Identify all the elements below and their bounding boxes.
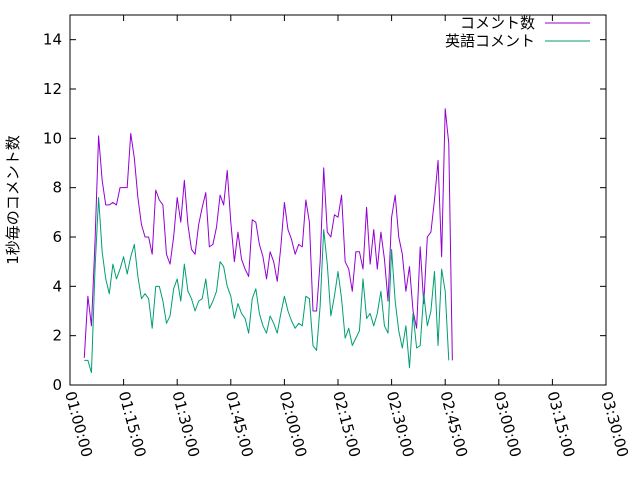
x-tick-label: 02:45:00 — [436, 389, 471, 459]
x-tick-label: 02:30:00 — [383, 389, 418, 459]
x-tick-label: 01:00:00 — [61, 389, 96, 459]
x-tick-label: 01:15:00 — [115, 389, 150, 459]
x-tick-label: 02:15:00 — [329, 389, 364, 459]
y-tick-label: 0 — [52, 376, 62, 394]
x-tick-label: 02:00:00 — [276, 389, 311, 459]
series-line-0 — [83, 108, 453, 361]
legend-label-comments: コメント数 — [460, 14, 535, 32]
y-tick-label: 10 — [43, 129, 62, 147]
y-tick-label: 4 — [52, 277, 62, 295]
x-tick-label: 03:15:00 — [544, 389, 579, 459]
x-tick-label: 01:30:00 — [168, 389, 203, 459]
y-tick-label: 8 — [52, 179, 62, 197]
y-tick-label: 2 — [52, 327, 62, 345]
legend: コメント数 英語コメント — [445, 14, 590, 50]
x-tick-label: 01:45:00 — [222, 389, 257, 459]
y-axis-ticks: 0 2 4 6 8 10 12 14 — [43, 31, 606, 394]
series-lines — [83, 108, 453, 374]
y-tick-label: 14 — [43, 31, 62, 49]
y-tick-label: 6 — [52, 228, 62, 246]
x-tick-label: 03:30:00 — [597, 389, 632, 459]
y-axis-label: 1秒毎のコメント数 — [4, 135, 22, 265]
y-tick-label: 12 — [43, 80, 62, 98]
legend-label-english-comments: 英語コメント — [445, 32, 535, 50]
x-tick-label: 03:00:00 — [490, 389, 525, 459]
series-line-1 — [84, 197, 450, 374]
plot-border — [69, 14, 607, 386]
